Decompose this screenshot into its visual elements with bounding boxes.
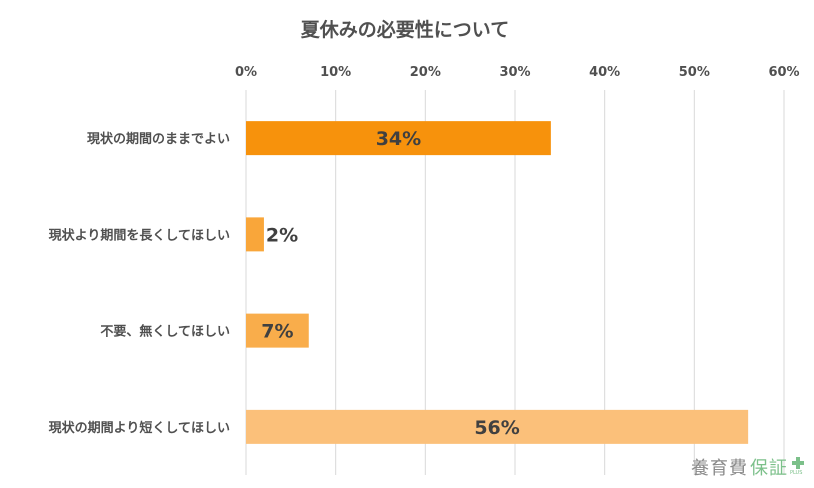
data-label: 2% xyxy=(266,224,298,246)
x-tick-label: 0% xyxy=(235,65,257,80)
bar xyxy=(246,313,309,348)
x-tick-label: 10% xyxy=(320,65,351,80)
bar xyxy=(246,409,749,444)
x-tick-label: 50% xyxy=(679,65,710,80)
x-tick-label: 30% xyxy=(499,65,530,80)
category-label: 不要、無くしてほしい xyxy=(100,324,230,340)
category-label: 現状の期間より短くしてほしい xyxy=(49,420,230,436)
bar xyxy=(246,121,551,156)
chart-title: 夏休みの必要性について xyxy=(301,18,509,41)
logo-text-primary: 養育費 xyxy=(691,458,748,479)
data-label: 56% xyxy=(474,417,519,439)
data-label: 7% xyxy=(261,321,293,343)
x-tick-label: 20% xyxy=(410,65,441,80)
category-label: 現状の期間のままでよい xyxy=(87,131,230,147)
logo-plus-text: PLUS xyxy=(790,470,803,476)
category-label: 現状より期間を長くしてほしい xyxy=(49,227,230,243)
brand-logo: 養育費 保証 PLUS xyxy=(691,454,806,480)
x-tick-label: 40% xyxy=(589,65,620,80)
plus-cross-icon: PLUS xyxy=(790,456,806,478)
logo-text-secondary: 保証 xyxy=(750,458,788,479)
data-label: 34% xyxy=(376,128,421,150)
bar xyxy=(246,217,264,252)
x-tick-label: 60% xyxy=(768,65,799,80)
